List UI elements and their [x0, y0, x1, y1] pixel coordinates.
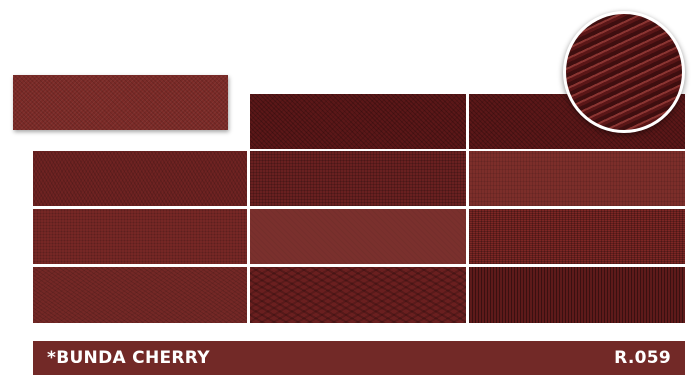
tile-r2-c3 — [469, 151, 685, 206]
tile-r3-c2 — [250, 209, 466, 264]
tile-r4-c2 — [250, 267, 466, 323]
product-name: *BUNDA CHERRY — [47, 348, 210, 368]
tile-r3-c1 — [33, 209, 247, 264]
tile-r4-c1 — [33, 267, 247, 323]
single-swatch — [13, 75, 228, 130]
magnified-texture-icon — [563, 11, 685, 133]
tile-r4-c3 — [469, 267, 685, 323]
product-bar: *BUNDA CHERRY R.059 — [33, 341, 685, 375]
product-code: R.059 — [614, 348, 671, 368]
tile-r2-c1 — [33, 151, 247, 206]
tile-r1-c2 — [250, 94, 466, 149]
tile-r3-c3 — [469, 209, 685, 264]
tile-r2-c2 — [250, 151, 466, 206]
